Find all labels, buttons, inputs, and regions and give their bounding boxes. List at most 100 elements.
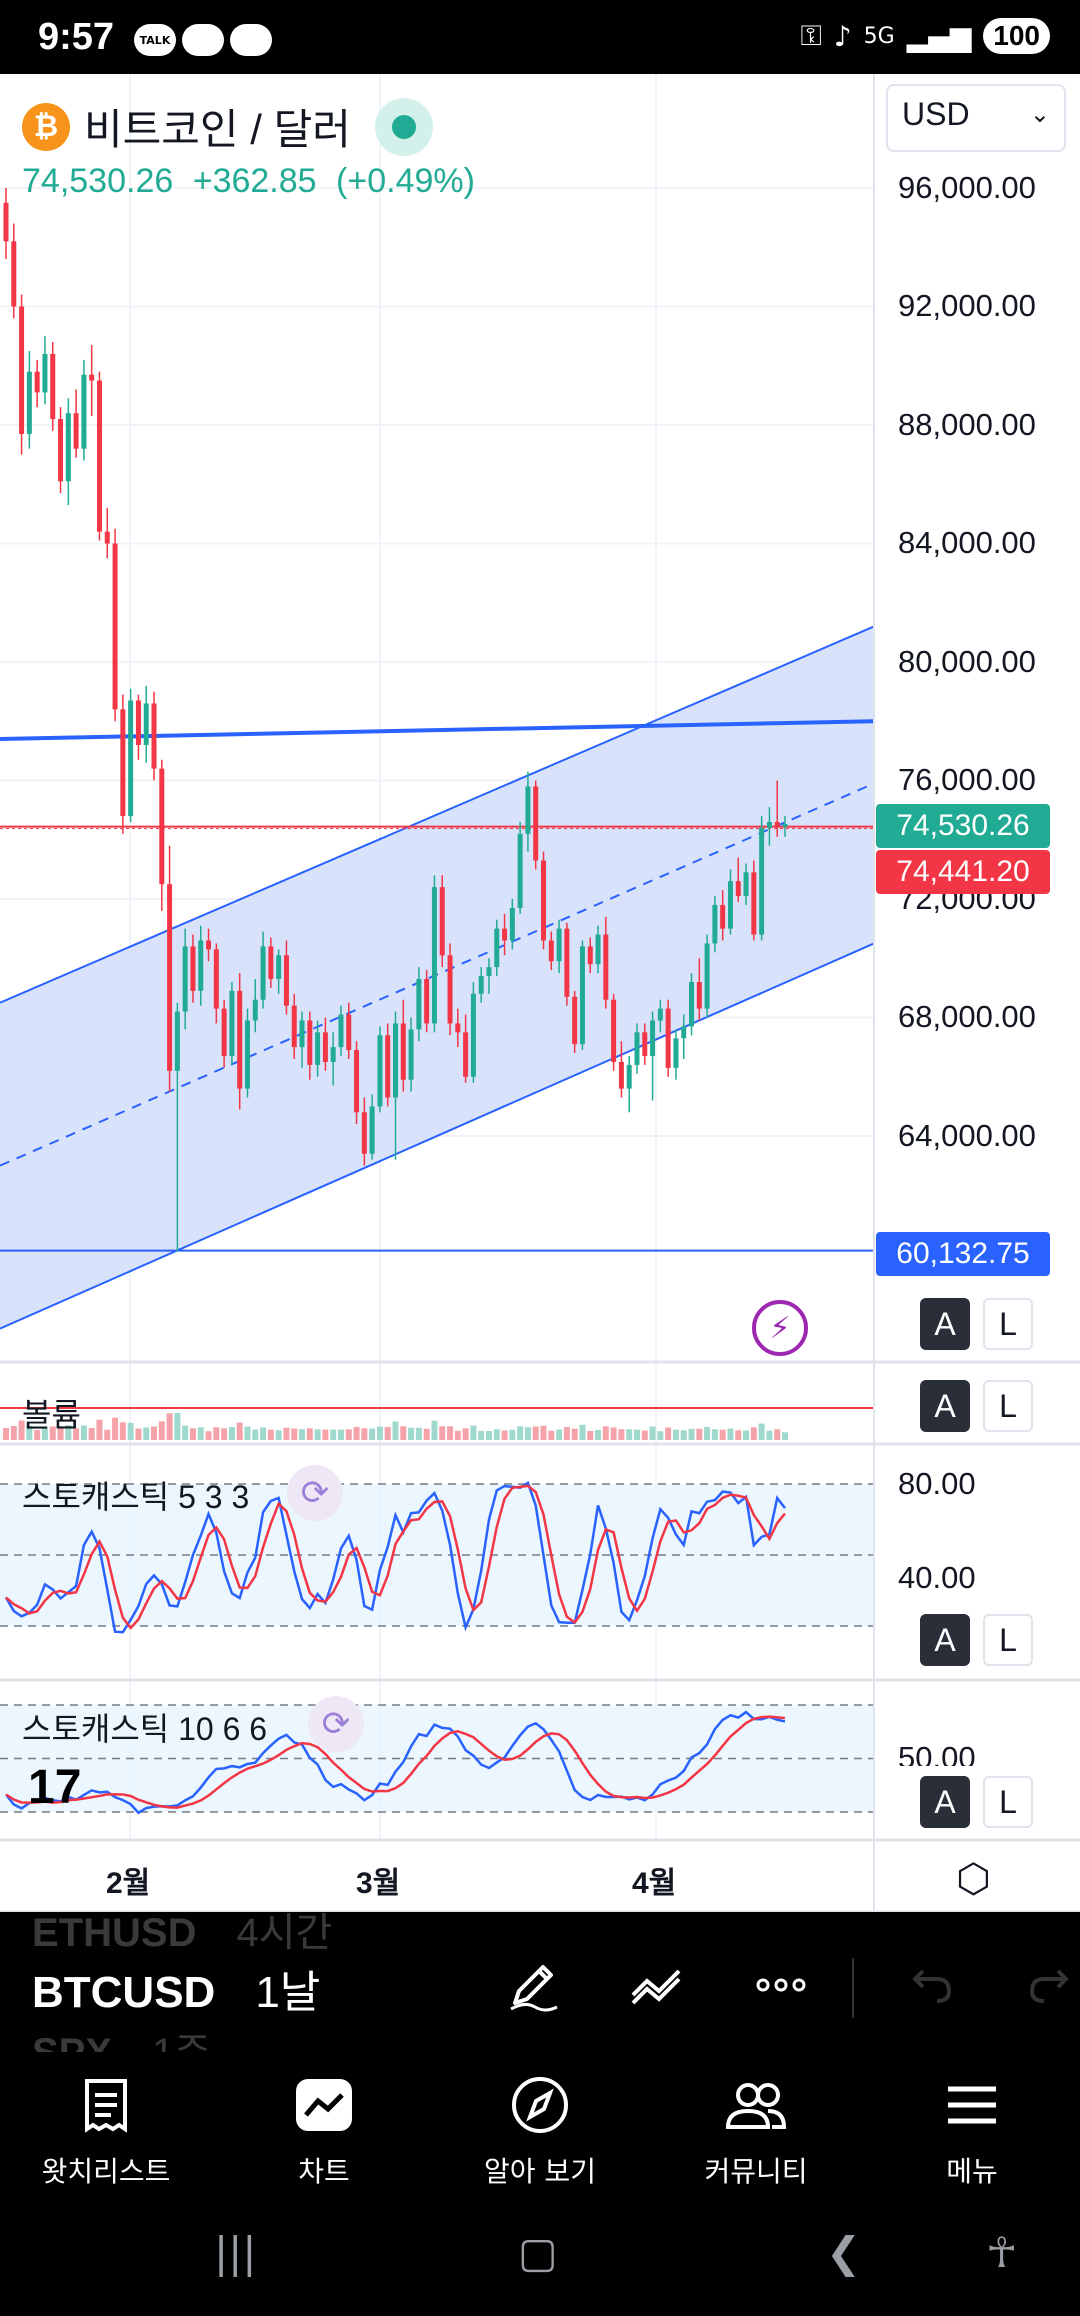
menu-icon	[948, 2086, 996, 2124]
chat-bubble-icon	[182, 24, 224, 56]
log-scale-button[interactable]: L	[983, 1776, 1033, 1828]
channel-upper-line	[0, 625, 875, 1004]
candle-body	[408, 1029, 414, 1080]
volume-bar	[454, 1430, 461, 1440]
accessibility-icon[interactable]: ☥	[986, 2228, 1018, 2277]
notification-icons: TALK	[134, 24, 272, 56]
candle-body	[618, 1061, 624, 1089]
candle-body	[478, 976, 484, 994]
settings-hexagon-icon[interactable]: ⬡	[956, 1856, 991, 1902]
pane-dividers	[0, 74, 1080, 1912]
candle-body	[377, 1035, 383, 1107]
volume-bar	[618, 1429, 625, 1440]
symbol-option-selected[interactable]: BTCUSD 1날	[32, 1956, 320, 2020]
pencil-icon	[510, 1965, 558, 2012]
symbol-option[interactable]: ETHUSD 4시간	[32, 1912, 332, 1958]
compass-icon	[512, 2077, 568, 2133]
volume-bar	[96, 1419, 103, 1440]
volume-bar	[602, 1426, 609, 1440]
candle-body	[743, 872, 749, 897]
auto-scale-button[interactable]: A	[920, 1776, 970, 1828]
stochastic-pane-label[interactable]: 스토캐스틱 10 6 6	[22, 1711, 268, 1747]
drawing-tool-button[interactable]	[498, 1950, 568, 2020]
volume-bar	[353, 1427, 360, 1440]
volume-bar	[587, 1431, 594, 1440]
auto-scale-button[interactable]: A	[920, 1298, 970, 1350]
support-price-tag[interactable]: 60,132.75	[876, 1232, 1050, 1276]
candle-body	[299, 1020, 305, 1048]
redo-button[interactable]	[1024, 1950, 1080, 2020]
stochastic-pane-label[interactable]: 스토캐스틱 5 3 3	[22, 1479, 250, 1515]
candle-body	[229, 990, 235, 1057]
candle-body	[81, 374, 87, 449]
time-axis-label: 4월	[632, 1867, 677, 1900]
volume-bar	[688, 1428, 695, 1440]
candle-body	[89, 374, 95, 381]
stoch-axis-label: 40.00	[898, 1560, 976, 1595]
candle-body	[307, 1020, 313, 1065]
auto-scale-button[interactable]: A	[920, 1380, 970, 1432]
hline-price-tag[interactable]: 74,441.20	[876, 850, 1050, 894]
volume-bar	[571, 1428, 578, 1440]
nav-chart[interactable]: 차트	[224, 2070, 424, 2190]
candle-body	[3, 202, 9, 242]
toolbar-divider	[852, 1958, 854, 2018]
price-axis-label: 80,000.00	[898, 644, 1036, 679]
symbol-option-interval: 1날	[255, 1968, 321, 2017]
refresh-icon[interactable]: ⟳	[308, 1696, 364, 1752]
home-icon[interactable]: ▢	[518, 2228, 558, 2277]
recent-apps-icon[interactable]: |||	[214, 2228, 257, 2277]
log-scale-button[interactable]: L	[983, 1298, 1033, 1350]
volume-bar	[556, 1429, 563, 1440]
volume-bar	[49, 1426, 56, 1440]
volume-bar	[26, 1425, 33, 1440]
candle-body	[759, 827, 765, 935]
candle-body	[151, 703, 157, 769]
volume-bar	[299, 1429, 306, 1440]
volume-bar	[88, 1428, 95, 1440]
undo-button[interactable]	[894, 1950, 964, 2020]
nav-explore[interactable]: 알아 보기	[440, 2070, 640, 2190]
candle-body	[626, 1064, 632, 1089]
candle-body	[34, 371, 40, 393]
currency-select[interactable]: USD ⌄	[886, 84, 1066, 152]
nav-menu[interactable]: 메뉴	[872, 2070, 1072, 2190]
back-icon[interactable]: ❮	[826, 2228, 862, 2277]
key-icon: ⚿	[800, 19, 822, 52]
nav-community[interactable]: 커뮤니티	[656, 2070, 856, 2190]
more-button[interactable]	[746, 1950, 816, 2020]
volume-bar	[228, 1427, 235, 1440]
indicators-button[interactable]	[622, 1950, 692, 2020]
candle-body	[502, 928, 508, 941]
candle-body	[517, 833, 523, 908]
price-summary: 74,530.26 +362.85 (+0.49%)	[22, 162, 485, 201]
volume-bar	[369, 1428, 376, 1440]
auto-scale-button[interactable]: A	[920, 1614, 970, 1666]
symbol-option-name: ETHUSD	[32, 1912, 197, 1955]
volume-bar	[330, 1429, 337, 1440]
system-indicators: ⚿ ♪ 5G ▂▄▆ 100	[800, 18, 1050, 54]
lightning-icon[interactable]: ⚡	[752, 1300, 808, 1356]
nav-label: 메뉴	[946, 2155, 998, 2188]
log-scale-button[interactable]: L	[983, 1380, 1033, 1432]
candle-body	[135, 700, 141, 745]
candle-body	[143, 703, 149, 745]
volume-bar	[18, 1420, 25, 1440]
chart-canvas[interactable]	[0, 74, 1080, 1912]
log-scale-button[interactable]: L	[983, 1614, 1033, 1666]
symbol-header[interactable]: ₿ 비트코인 / 달러	[22, 96, 433, 157]
candle-body	[322, 1032, 328, 1062]
market-status-icon[interactable]	[374, 97, 433, 156]
last-price-tag: 74,530.26	[876, 804, 1050, 848]
refresh-icon[interactable]: ⟳	[287, 1465, 343, 1521]
symbol-option[interactable]: SPX 1주	[32, 2020, 211, 2052]
bottom-navigation: 왓치리스트 차트 알아 보기 커뮤니티 메뉴	[0, 2052, 1080, 2192]
candle-body	[42, 353, 48, 393]
candle-body	[283, 955, 289, 1006]
volume-pane-label[interactable]: 볼륨	[22, 1397, 81, 1433]
symbol-title[interactable]: 비트코인 / 달러	[84, 106, 351, 153]
symbol-option-name: BTCUSD	[32, 1968, 216, 2017]
symbol-switcher[interactable]: ETHUSD 4시간 BTCUSD 1날 SPX 1주	[0, 1912, 1080, 2052]
nav-watchlist[interactable]: 왓치리스트	[6, 2070, 206, 2190]
volume-bar	[158, 1421, 165, 1440]
